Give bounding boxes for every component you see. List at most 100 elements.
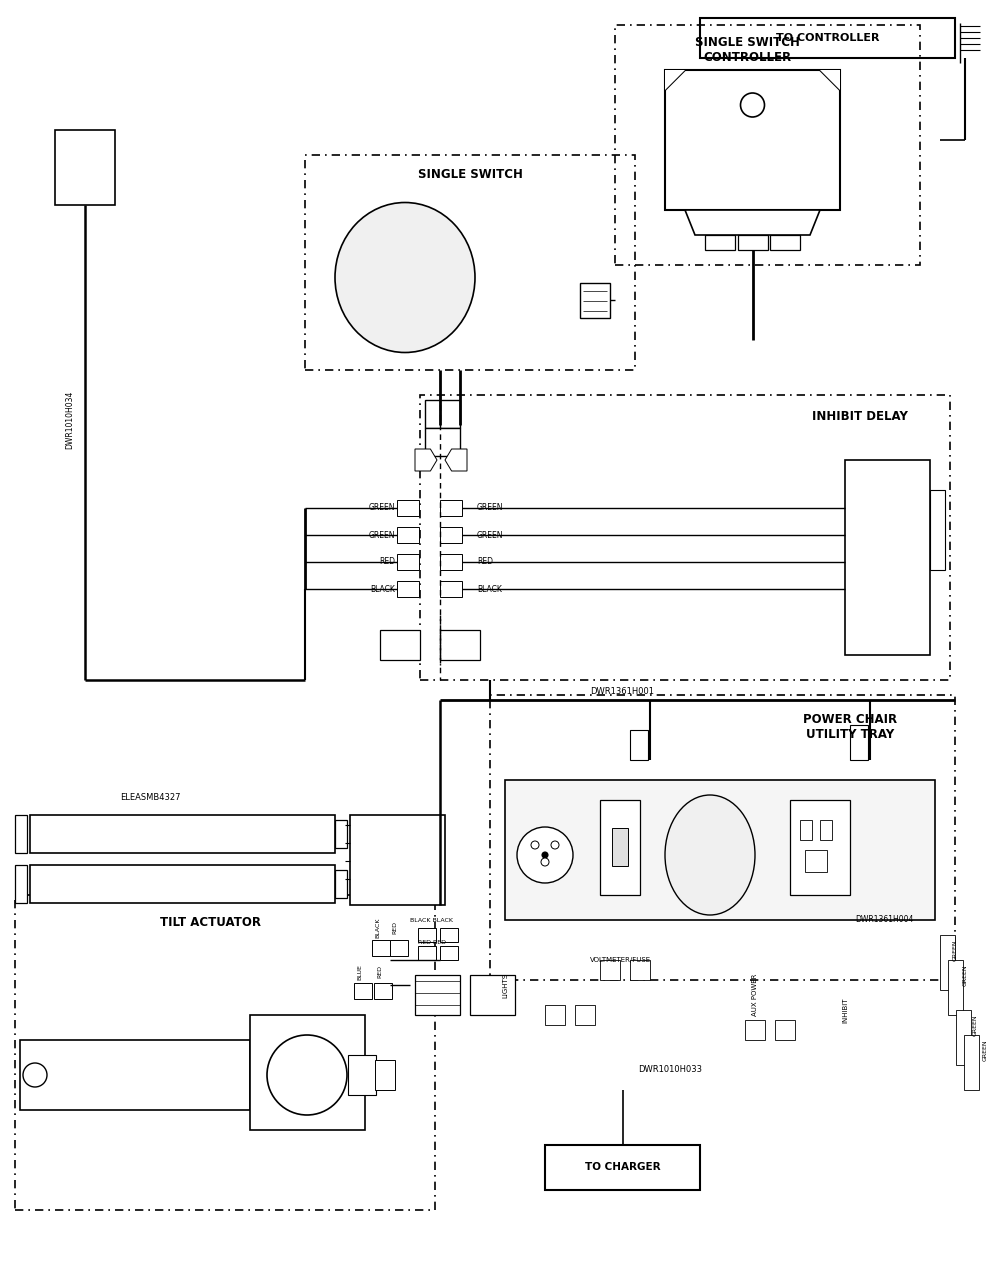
Bar (250, 1015, 365, 1130)
Bar (440, 500, 462, 516)
Text: SINGLE SWITCH
CONTROLLER: SINGLE SWITCH CONTROLLER (695, 35, 800, 65)
Bar (425, 428, 460, 456)
Bar (380, 630, 420, 660)
Bar (30, 865, 335, 903)
Ellipse shape (335, 203, 475, 352)
Text: BLACK: BLACK (477, 584, 502, 593)
Text: VOLTMETER/FUSE: VOLTMETER/FUSE (589, 957, 651, 963)
Ellipse shape (665, 794, 755, 915)
Bar (745, 1020, 765, 1040)
Bar (354, 983, 372, 998)
Bar (545, 1005, 565, 1025)
Text: RED: RED (378, 965, 382, 978)
Text: LIGHTS: LIGHTS (502, 973, 508, 997)
Text: TILT ACTUATOR: TILT ACTUATOR (160, 916, 260, 930)
Bar (964, 1035, 979, 1090)
Circle shape (541, 858, 549, 867)
Bar (770, 234, 800, 250)
Text: RED: RED (379, 557, 395, 566)
Bar (15, 895, 435, 1210)
Bar (305, 155, 635, 370)
Bar (505, 780, 935, 920)
Text: BLACK BLACK: BLACK BLACK (411, 917, 454, 922)
Bar (490, 696, 955, 979)
Bar (775, 1020, 795, 1040)
Bar (397, 554, 419, 570)
Bar (30, 815, 335, 853)
Circle shape (551, 841, 559, 849)
Bar (374, 983, 392, 998)
Text: GREEN: GREEN (477, 503, 504, 512)
Bar (930, 490, 945, 570)
Bar (948, 960, 963, 1015)
Bar (335, 870, 347, 898)
Text: TO CHARGER: TO CHARGER (585, 1163, 660, 1172)
Text: DWR1010H034: DWR1010H034 (66, 390, 74, 450)
Text: SINGLE SWITCH: SINGLE SWITCH (418, 169, 522, 181)
Text: INHIBIT DELAY: INHIBIT DELAY (812, 411, 908, 423)
Bar (705, 234, 735, 250)
Bar (397, 500, 419, 516)
Bar (15, 815, 27, 853)
Text: INHIBIT: INHIBIT (842, 997, 848, 1022)
Bar (545, 1145, 700, 1190)
Text: ELEASMB4327: ELEASMB4327 (120, 793, 180, 802)
Bar (348, 1055, 376, 1095)
Bar (335, 820, 347, 848)
Bar (440, 527, 462, 544)
Bar (580, 283, 610, 318)
Text: DWR1361H004: DWR1361H004 (855, 916, 913, 925)
Polygon shape (820, 70, 840, 90)
Bar (418, 927, 436, 941)
Bar (425, 400, 460, 428)
Polygon shape (415, 449, 437, 471)
Text: DWR1010H033: DWR1010H033 (638, 1066, 702, 1074)
Bar (600, 799, 640, 895)
Bar (615, 25, 920, 265)
Text: GREEN: GREEN (952, 939, 958, 960)
Bar (440, 946, 458, 960)
Bar (440, 927, 458, 941)
Polygon shape (665, 70, 685, 90)
Text: GREEN: GREEN (368, 531, 395, 540)
Bar (805, 850, 827, 872)
Bar (956, 1010, 971, 1066)
Bar (440, 630, 480, 660)
Text: GREEN: GREEN (962, 964, 968, 986)
Bar (375, 1060, 395, 1090)
Bar (420, 395, 950, 680)
Bar (575, 1005, 595, 1025)
Polygon shape (445, 449, 467, 471)
Bar (820, 820, 832, 840)
Text: GREEN: GREEN (982, 1039, 988, 1060)
Circle shape (23, 1063, 47, 1087)
Text: BLACK: BLACK (376, 917, 380, 939)
Bar (418, 946, 436, 960)
Bar (397, 582, 419, 597)
Text: AUX POWER: AUX POWER (752, 974, 758, 1016)
Bar (20, 1040, 250, 1110)
Circle shape (267, 1035, 347, 1115)
Circle shape (740, 92, 765, 117)
Bar (440, 582, 462, 597)
Text: GREEN: GREEN (972, 1014, 978, 1036)
Bar (372, 940, 390, 957)
Bar (738, 234, 768, 250)
Bar (470, 976, 515, 1015)
Text: DWR1361H001: DWR1361H001 (590, 688, 654, 697)
Bar (845, 460, 930, 655)
Bar (600, 960, 620, 979)
Text: RED RED: RED RED (418, 940, 446, 944)
Text: BLACK: BLACK (370, 584, 395, 593)
Bar (630, 960, 650, 979)
Text: GREEN: GREEN (477, 531, 504, 540)
Bar (630, 730, 648, 760)
Text: POWER CHAIR
UTILITY TRAY: POWER CHAIR UTILITY TRAY (803, 713, 897, 741)
Bar (350, 815, 445, 905)
Text: RED: RED (392, 921, 398, 935)
Bar (397, 527, 419, 544)
Bar (390, 940, 408, 957)
Bar (440, 554, 462, 570)
Bar (415, 976, 460, 1015)
Text: GREEN: GREEN (368, 503, 395, 512)
